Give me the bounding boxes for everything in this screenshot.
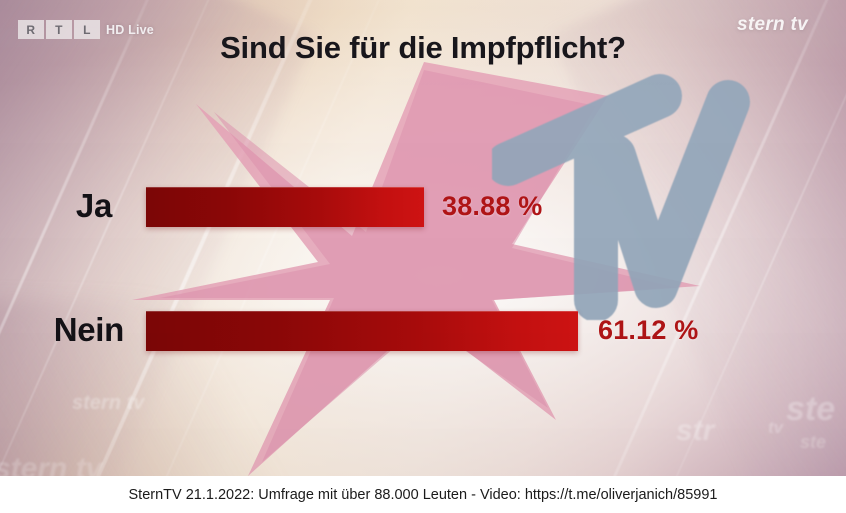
caption-text: SternTV 21.1.2022: Umfrage mit über 88.0… (128, 486, 718, 503)
background-gradient (0, 0, 846, 476)
hd-live-label: HD Live (106, 22, 154, 37)
video-frame[interactable]: R T L HD Live stern tv stern tv str tv s… (0, 0, 846, 476)
rtl-channel-logo: R T L HD Live (18, 20, 154, 39)
rtl-letter-l: L (74, 20, 100, 39)
rtl-letter-t: T (46, 20, 72, 39)
caption-bar: SternTV 21.1.2022: Umfrage mit über 88.0… (0, 476, 846, 513)
rtl-letter-boxes: R T L (18, 20, 100, 39)
stern-tv-logo: stern tv (736, 14, 808, 35)
rtl-letter-r: R (18, 20, 44, 39)
